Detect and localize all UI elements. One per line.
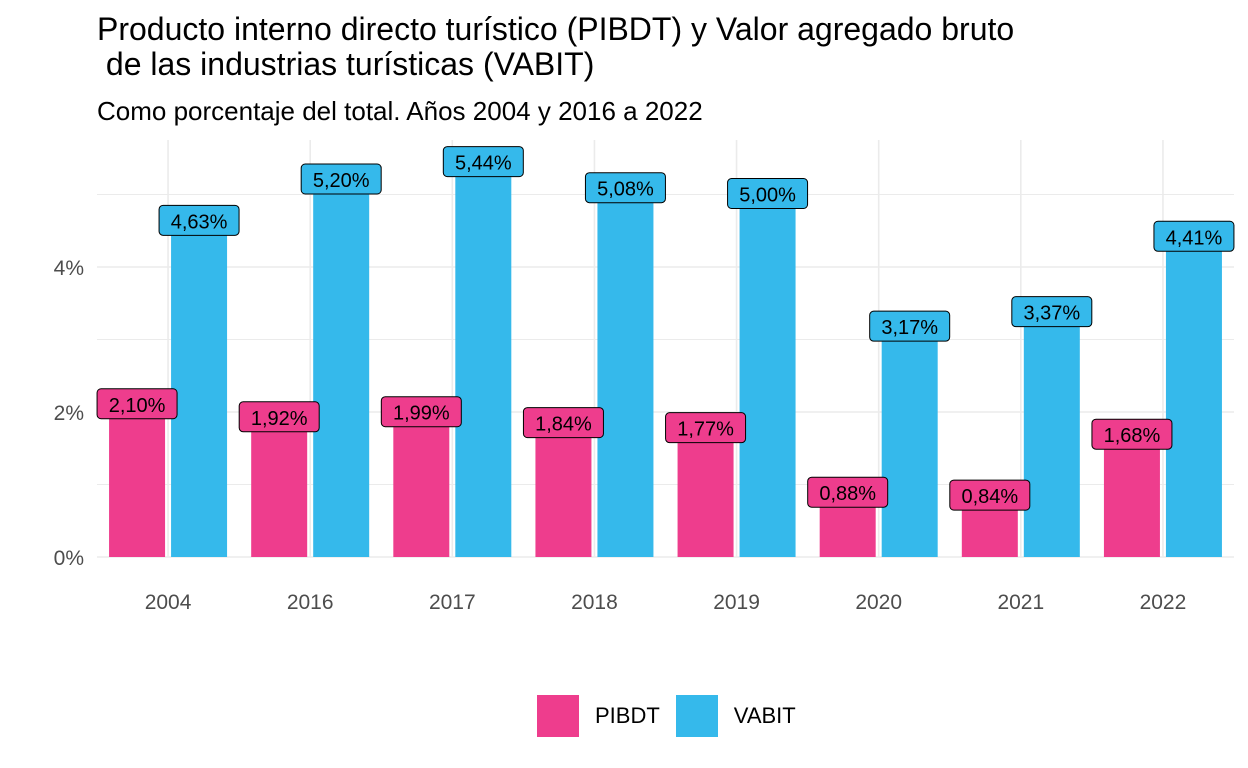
x-tick-label: 2017	[429, 591, 476, 614]
bar-vabit	[1023, 312, 1080, 557]
bar-pibdt	[677, 428, 734, 557]
bar-vabit	[313, 180, 370, 557]
bar-vabit	[455, 162, 512, 557]
data-label-box-pibdt	[1091, 418, 1173, 450]
data-label-pibdt: 0,84%	[961, 486, 1018, 508]
bar-vabit	[739, 194, 796, 557]
chart-title-line-1: Producto interno directo turístico (PIBD…	[97, 11, 1015, 47]
data-label-box-vabit	[727, 178, 809, 209]
y-tick-label: 0%	[54, 547, 84, 570]
data-label-box-pibdt	[665, 412, 747, 444]
data-label-pibdt: 2,10%	[109, 395, 166, 417]
legend-label-pibdt: PIBDT	[595, 703, 660, 728]
data-label-box-vabit	[584, 172, 666, 204]
data-label-box-pibdt	[949, 479, 1031, 511]
bar-pibdt	[109, 404, 166, 557]
x-tick-label: 2020	[855, 591, 902, 614]
data-label-box-vabit	[869, 310, 951, 342]
data-label-box-vabit	[1011, 296, 1093, 328]
data-label-box-pibdt	[96, 388, 178, 420]
data-label-box-vabit	[442, 146, 524, 178]
bar-vabit	[881, 327, 938, 557]
data-label-box-pibdt	[380, 396, 462, 428]
data-label-pibdt: 1,84%	[535, 414, 592, 436]
data-label-box-vabit	[158, 204, 240, 236]
data-label-vabit: 5,08%	[597, 179, 654, 201]
legend-item-pibdt: PIBDT	[537, 695, 660, 737]
data-label-vabit: 5,44%	[455, 153, 512, 175]
data-label-vabit: 5,20%	[313, 170, 370, 192]
data-label-vabit: 4,63%	[171, 211, 228, 233]
legend-key-pibdt	[537, 695, 579, 737]
chart-title-line-2: de las industrias turísticas (VABIT)	[97, 46, 595, 82]
data-label-vabit: 4,41%	[1166, 227, 1223, 249]
bar-pibdt	[393, 412, 450, 557]
x-tick-label: 2016	[287, 591, 334, 614]
chart-subtitle: Como porcentaje del total. Años 2004 y 2…	[97, 96, 703, 126]
data-label-pibdt: 1,99%	[393, 403, 450, 425]
data-label-vabit: 3,37%	[1023, 303, 1080, 325]
bar-pibdt	[1103, 435, 1160, 557]
x-tick-label: 2019	[713, 591, 760, 614]
data-label-pibdt: 1,77%	[677, 419, 734, 441]
data-label-box-pibdt	[522, 407, 604, 439]
x-tick-label: 2004	[145, 591, 192, 614]
bar-vabit	[597, 188, 654, 557]
legend: PIBDT VABIT	[537, 694, 812, 738]
data-label-box-pibdt	[807, 476, 889, 508]
legend-label-vabit: VABIT	[733, 703, 796, 728]
data-label-pibdt: 1,68%	[1104, 425, 1161, 447]
x-tick-label: 2021	[997, 591, 1044, 614]
y-tick-label: 4%	[54, 257, 84, 280]
data-label-box-vabit	[300, 163, 382, 195]
data-label-box-pibdt	[238, 401, 320, 433]
data-label-pibdt: 1,92%	[251, 408, 308, 430]
legend-item-vabit: VABIT	[675, 695, 796, 737]
data-label-vabit: 5,00%	[739, 185, 796, 207]
bar-vabit	[1165, 237, 1222, 557]
y-tick-label: 2%	[54, 402, 84, 425]
data-label-pibdt: 0,88%	[819, 483, 876, 505]
data-label-vabit: 3,17%	[881, 317, 938, 339]
x-tick-label: 2022	[1140, 591, 1187, 614]
legend-key-vabit	[675, 695, 718, 737]
chart-title: Producto interno directo turístico (PIBD…	[97, 12, 1014, 82]
bar-vabit	[171, 221, 228, 557]
bar-pibdt	[251, 417, 308, 557]
bar-chart: 0% 2% 4% 2004 2016 2017 2018 2019 2020 2021 2022 2,…	[54, 140, 1235, 614]
data-label-box-vabit	[1153, 220, 1235, 252]
bar-pibdt	[535, 423, 592, 557]
x-tick-label: 2018	[571, 591, 618, 614]
